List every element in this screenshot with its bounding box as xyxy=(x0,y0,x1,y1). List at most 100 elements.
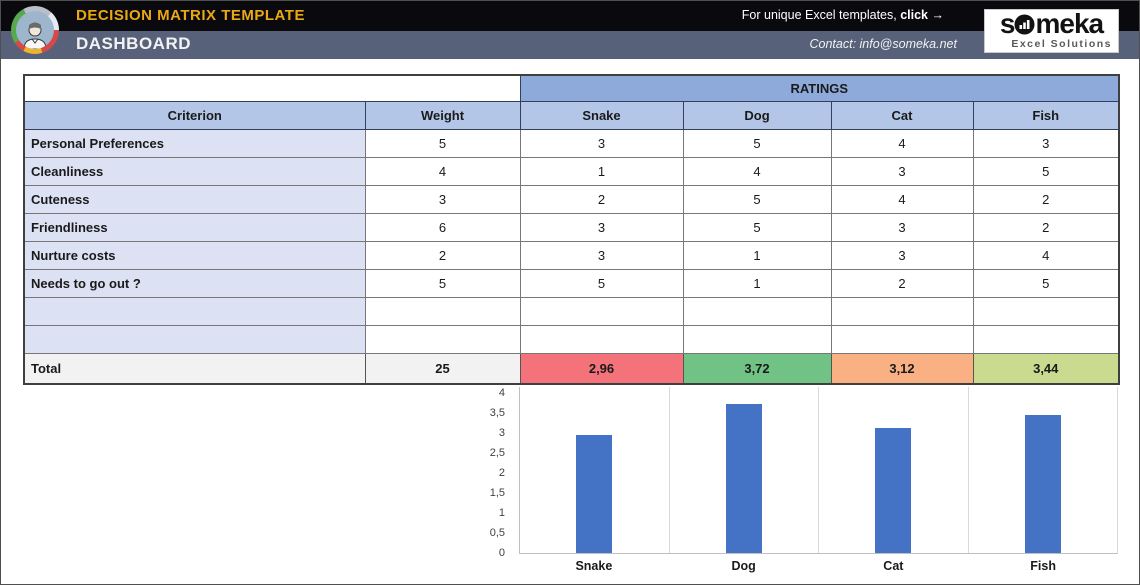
rating-cell-snake[interactable]: 1 xyxy=(519,156,684,186)
bar-fish xyxy=(1024,415,1061,553)
app-logo xyxy=(11,6,59,54)
rating-cell-fish[interactable] xyxy=(972,324,1120,354)
option-column-header-cat: Cat xyxy=(830,100,974,130)
page-subtitle: DASHBOARD xyxy=(76,34,191,53)
weight-cell[interactable]: 2 xyxy=(364,240,521,270)
rating-cell-snake[interactable] xyxy=(519,324,684,354)
option-column-header-dog: Dog xyxy=(682,100,832,130)
rating-cell-dog[interactable]: 5 xyxy=(682,128,832,158)
table-row: Needs to go out ? 5 5 1 2 5 xyxy=(23,268,1120,298)
table-row: Cleanliness 4 1 4 3 5 xyxy=(23,156,1120,186)
weight-cell[interactable] xyxy=(364,296,521,326)
criterion-cell[interactable]: Cleanliness xyxy=(23,156,366,186)
chart-y-axis: 0 0,5 1 1,5 2 2,5 3 3,5 4 xyxy=(469,387,513,559)
criterion-cell[interactable] xyxy=(23,324,366,354)
bar-cat xyxy=(875,428,912,553)
spacer-cell xyxy=(24,75,520,101)
rating-cell-cat[interactable]: 3 xyxy=(830,212,974,242)
rating-cell-fish[interactable]: 4 xyxy=(972,240,1120,270)
rating-cell-snake[interactable]: 3 xyxy=(519,240,684,270)
rating-cell-fish[interactable]: 2 xyxy=(972,212,1120,242)
weight-cell[interactable]: 3 xyxy=(364,184,521,214)
total-score-fish: 3,44 xyxy=(972,352,1120,385)
chart-category-slot xyxy=(520,387,670,553)
promo-link[interactable]: For unique Excel templates, click → xyxy=(742,8,944,22)
page-title: DECISION MATRIX TEMPLATE xyxy=(76,7,305,24)
x-axis-label-cat: Cat xyxy=(883,559,904,573)
y-axis-tick-label: 1 xyxy=(498,507,505,519)
table-row: Nurture costs 2 3 1 3 4 xyxy=(23,240,1120,270)
total-score-dog: 3,72 xyxy=(682,352,832,385)
rating-cell-cat[interactable]: 4 xyxy=(830,184,974,214)
total-row: Total 25 2,96 3,72 3,12 3,44 xyxy=(23,352,1120,385)
chart-x-axis-labels: Snake Dog Cat Fish xyxy=(519,559,1118,573)
rating-cell-cat[interactable] xyxy=(830,324,974,354)
rating-cell-fish[interactable]: 5 xyxy=(972,268,1120,298)
ratings-band-row: RATINGS xyxy=(24,74,1120,102)
y-axis-tick-label: 2,5 xyxy=(489,447,505,459)
someka-o-chart-icon xyxy=(1014,13,1035,39)
total-score-cat: 3,12 xyxy=(830,352,974,385)
rating-cell-cat[interactable]: 4 xyxy=(830,128,974,158)
rating-cell-dog[interactable]: 1 xyxy=(682,240,832,270)
x-axis-label-snake: Snake xyxy=(575,559,613,573)
someka-logo[interactable]: s meka Excel Solutions xyxy=(984,9,1119,53)
rating-cell-cat[interactable]: 3 xyxy=(830,240,974,270)
criterion-cell[interactable]: Personal Preferences xyxy=(23,128,366,158)
y-axis-tick-label: 1,5 xyxy=(489,487,505,499)
y-axis-tick-label: 3 xyxy=(498,427,505,439)
rating-cell-snake[interactable]: 2 xyxy=(519,184,684,214)
weight-cell[interactable]: 5 xyxy=(364,268,521,298)
table-row xyxy=(23,296,1120,326)
rating-cell-dog[interactable] xyxy=(682,296,832,326)
rating-cell-fish[interactable]: 5 xyxy=(972,156,1120,186)
header-top-band xyxy=(1,1,1139,31)
table-row: Friendliness 6 3 5 3 2 xyxy=(23,212,1120,242)
rating-cell-snake[interactable]: 5 xyxy=(519,268,684,298)
total-label: Total xyxy=(23,352,366,385)
weight-cell[interactable]: 5 xyxy=(364,128,521,158)
promo-click-label[interactable]: click xyxy=(900,8,929,22)
criterion-column-header: Criterion xyxy=(23,100,366,130)
rating-cell-fish[interactable]: 2 xyxy=(972,184,1120,214)
criterion-cell[interactable]: Nurture costs xyxy=(23,240,366,270)
rating-cell-cat[interactable]: 3 xyxy=(830,156,974,186)
rating-cell-dog[interactable]: 1 xyxy=(682,268,832,298)
criterion-cell[interactable] xyxy=(23,296,366,326)
weight-cell[interactable] xyxy=(364,324,521,354)
rating-cell-dog[interactable]: 5 xyxy=(682,212,832,242)
arrow-right-icon: → xyxy=(931,8,945,22)
table-row xyxy=(23,324,1120,354)
bar-dog xyxy=(725,404,762,553)
criterion-cell[interactable]: Friendliness xyxy=(23,212,366,242)
weight-cell[interactable]: 4 xyxy=(364,156,521,186)
x-axis-label-fish: Fish xyxy=(1030,559,1056,573)
rating-cell-snake[interactable] xyxy=(519,296,684,326)
rating-cell-snake[interactable]: 3 xyxy=(519,128,684,158)
rating-cell-cat[interactable]: 2 xyxy=(830,268,974,298)
option-column-header-snake: Snake xyxy=(519,100,684,130)
y-axis-tick-label: 0 xyxy=(498,547,505,559)
chart-category-slot xyxy=(969,387,1118,553)
ratings-bar-chart xyxy=(519,387,1118,554)
rating-cell-dog[interactable]: 5 xyxy=(682,184,832,214)
total-score-snake: 2,96 xyxy=(519,352,684,385)
weight-cell[interactable]: 6 xyxy=(364,212,521,242)
rating-cell-fish[interactable]: 3 xyxy=(972,128,1120,158)
criterion-cell[interactable]: Cuteness xyxy=(23,184,366,214)
rating-cell-fish[interactable] xyxy=(972,296,1120,326)
contact-link[interactable]: Contact: info@someka.net xyxy=(809,37,958,51)
table-row: Cuteness 3 2 5 4 2 xyxy=(23,184,1120,214)
ratings-header: RATINGS xyxy=(519,74,1120,102)
someka-tagline: Excel Solutions xyxy=(1011,38,1112,50)
decision-matrix-table: RATINGS Criterion Weight Snake Dog Cat F… xyxy=(23,74,1120,385)
column-header-row: Criterion Weight Snake Dog Cat Fish xyxy=(23,100,1120,130)
total-weight: 25 xyxy=(364,352,521,385)
rating-cell-dog[interactable] xyxy=(682,324,832,354)
criterion-cell[interactable]: Needs to go out ? xyxy=(23,268,366,298)
rating-cell-snake[interactable]: 3 xyxy=(519,212,684,242)
rating-cell-cat[interactable] xyxy=(830,296,974,326)
rating-cell-dog[interactable]: 4 xyxy=(682,156,832,186)
chart-category-slot xyxy=(670,387,819,553)
